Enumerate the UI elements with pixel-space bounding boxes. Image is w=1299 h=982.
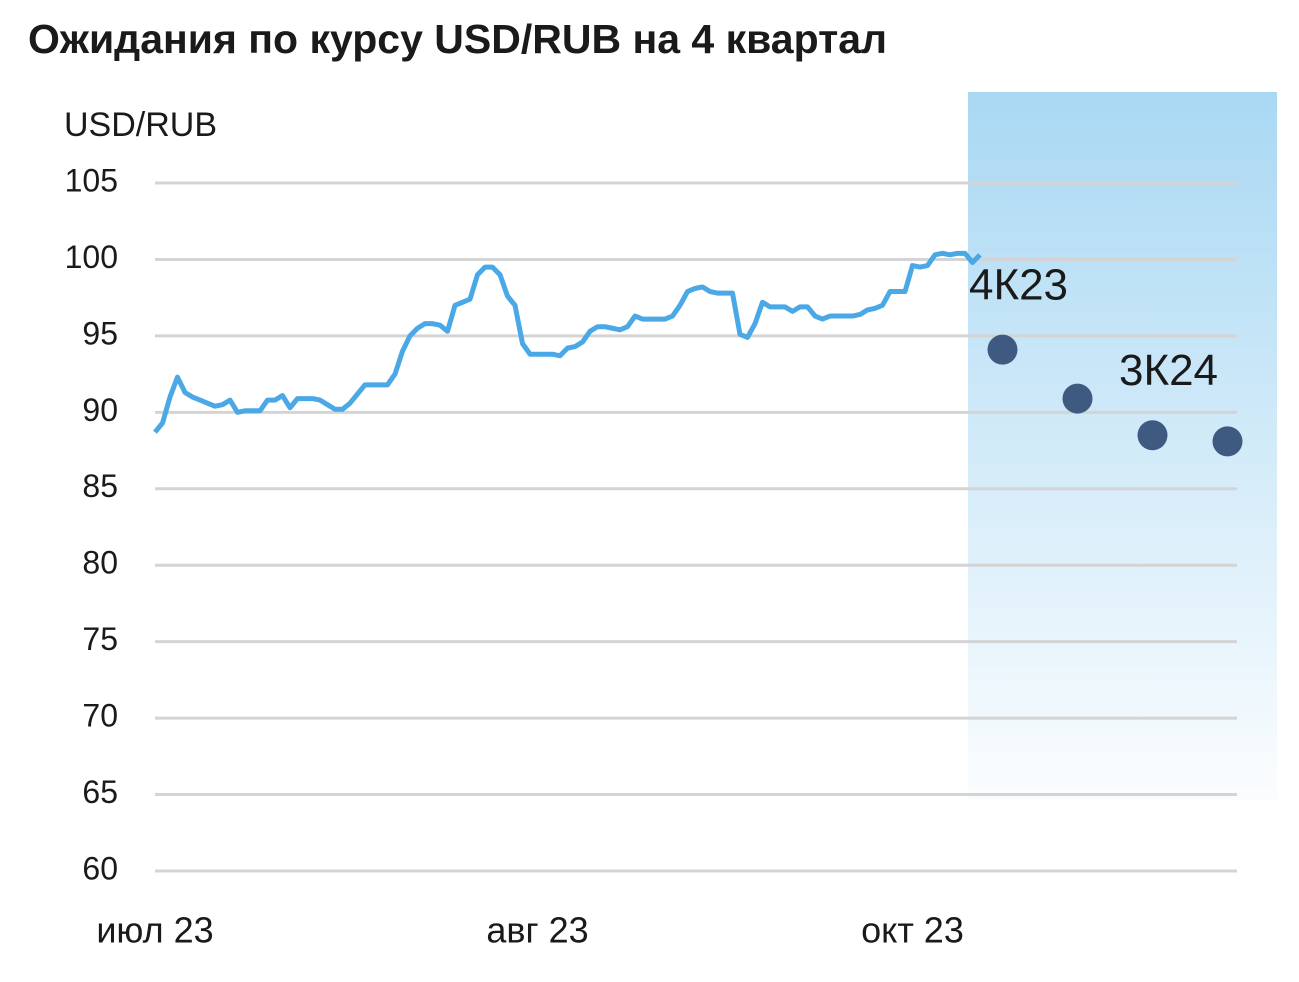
y-tick-label: 105 (65, 162, 118, 198)
y-tick-label: 75 (82, 621, 118, 657)
y-axis-label: USD/RUB (64, 106, 217, 144)
point-label: 4К23 (969, 260, 1068, 309)
x-tick-label: авг 23 (486, 910, 588, 951)
y-tick-label: 100 (65, 239, 118, 275)
y-tick-label: 70 (82, 698, 118, 734)
x-tick-label: окт 23 (861, 910, 964, 951)
chart-title: Ожидания по курсу USD/RUB на 4 квартал (28, 16, 887, 62)
forecast-point (1062, 383, 1093, 414)
y-tick-label: 60 (82, 850, 118, 886)
y-tick-label: 85 (82, 468, 118, 504)
forecast-point (987, 334, 1018, 365)
forecast-point (1137, 420, 1168, 451)
point-label: 3К24 (1119, 346, 1218, 395)
data-line (153, 250, 982, 434)
y-tick-label: 95 (82, 315, 118, 351)
y-tick-label: 90 (82, 392, 118, 428)
forecast-point (1212, 426, 1243, 457)
x-tick-label: июл 23 (96, 910, 213, 951)
y-tick-label: 65 (82, 774, 118, 810)
y-tick-label: 80 (82, 545, 118, 581)
